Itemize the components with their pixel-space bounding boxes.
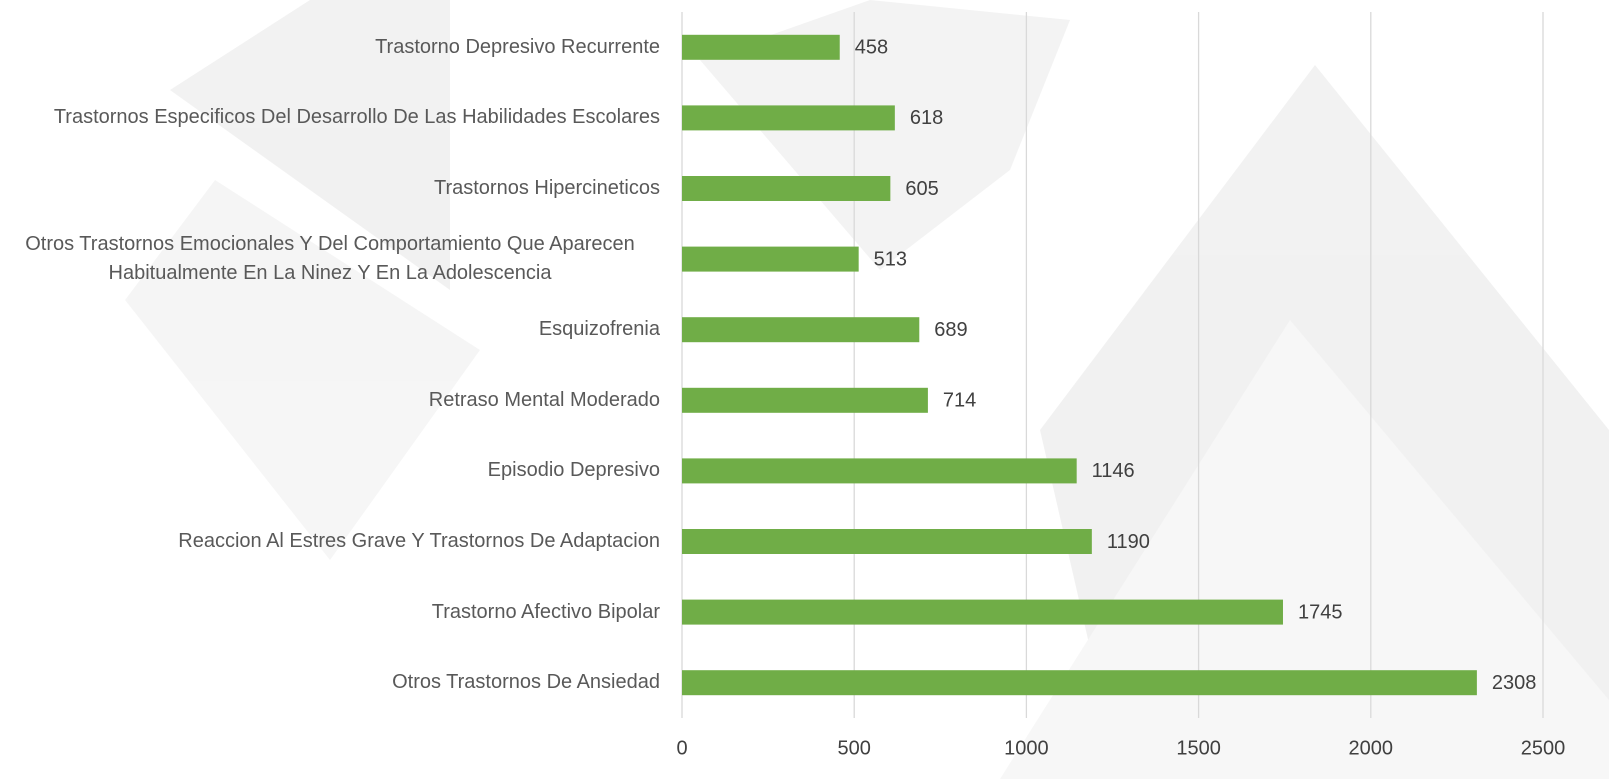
x-tick-label: 2500 bbox=[1521, 737, 1566, 759]
bar bbox=[682, 458, 1077, 484]
data-label: 1146 bbox=[1092, 460, 1135, 482]
data-label: 2308 bbox=[1492, 672, 1537, 694]
y-tick-label: Episodio Depresivo bbox=[487, 459, 660, 482]
y-tick-label: Trastornos Hipercineticos bbox=[433, 177, 660, 199]
category-label-box: Trastornos Hipercineticos bbox=[0, 154, 660, 224]
y-tick-label: Reaccion Al Estres Grave Y Trastornos De… bbox=[178, 530, 660, 552]
y-tick-label: Esquizofrenia bbox=[538, 318, 660, 341]
y-tick-label: Otros Trastornos De Ansiedad bbox=[392, 671, 660, 694]
category-label-box: Otros Trastornos De Ansiedad bbox=[0, 648, 660, 718]
bar bbox=[682, 387, 928, 413]
category-label-box: Retraso Mental Moderado bbox=[0, 365, 660, 435]
data-label: 1745 bbox=[1298, 601, 1343, 623]
x-tick-label: 2000 bbox=[1349, 737, 1394, 759]
bar bbox=[682, 670, 1477, 696]
bar bbox=[682, 105, 895, 131]
y-tick-label: Trastorno Afectivo Bipolar bbox=[431, 600, 660, 623]
x-tick-label: 1000 bbox=[1004, 737, 1049, 759]
y-tick-label: Otros Trastornos Emocionales Y Del Compo… bbox=[25, 233, 635, 285]
data-label: 605 bbox=[905, 178, 938, 200]
bar bbox=[682, 317, 920, 343]
data-label: 458 bbox=[855, 37, 888, 59]
bar bbox=[682, 529, 1092, 554]
x-tick-label: 0 bbox=[676, 737, 687, 759]
data-label: 714 bbox=[943, 390, 976, 412]
category-label-box: Trastornos Especificos Del Desarrollo De… bbox=[0, 83, 660, 153]
data-label: 1190 bbox=[1107, 531, 1150, 553]
y-tick-label: Trastornos Especificos Del Desarrollo De… bbox=[53, 106, 660, 129]
data-label: 513 bbox=[874, 248, 907, 270]
bar bbox=[682, 176, 891, 201]
category-label-box: Trastorno Afectivo Bipolar bbox=[0, 577, 660, 647]
category-label-box: Trastorno Depresivo Recurrente bbox=[0, 12, 660, 82]
data-label: 689 bbox=[934, 319, 967, 341]
y-tick-label: Retraso Mental Moderado bbox=[428, 388, 660, 411]
x-tick-label: 500 bbox=[838, 737, 871, 759]
bar bbox=[682, 34, 840, 60]
category-label-box: Reaccion Al Estres Grave Y Trastornos De… bbox=[0, 507, 660, 577]
data-label: 618 bbox=[910, 107, 943, 129]
category-label-box: Episodio Depresivo bbox=[0, 436, 660, 506]
bar bbox=[682, 599, 1283, 625]
y-tick-label: Trastorno Depresivo Recurrente bbox=[375, 35, 660, 58]
category-label-box: Esquizofrenia bbox=[0, 295, 660, 365]
bar bbox=[682, 246, 859, 272]
category-label-box: Otros Trastornos Emocionales Y Del Compo… bbox=[0, 224, 660, 294]
x-tick-label: 1500 bbox=[1176, 737, 1221, 759]
